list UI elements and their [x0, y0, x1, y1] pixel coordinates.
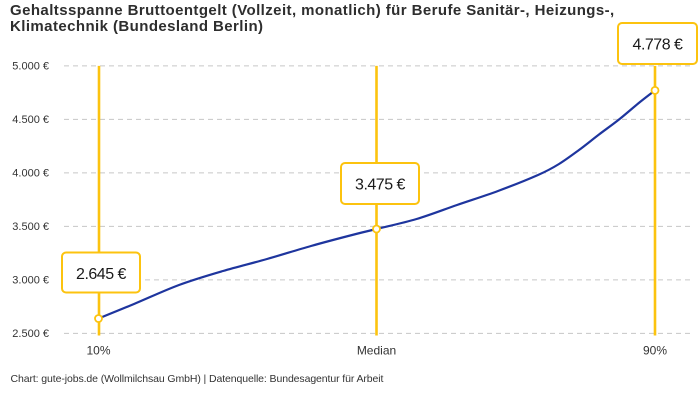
- svg-text:4.778 €: 4.778 €: [633, 36, 683, 53]
- svg-text:3.475 €: 3.475 €: [355, 177, 405, 194]
- svg-text:Median: Median: [357, 343, 396, 357]
- svg-text:3.000 €: 3.000 €: [12, 275, 49, 287]
- svg-text:4.000 €: 4.000 €: [12, 168, 49, 180]
- svg-text:4.500 €: 4.500 €: [12, 114, 49, 126]
- svg-text:Klimatechnik (Bundesland Berli: Klimatechnik (Bundesland Berlin): [10, 18, 263, 35]
- svg-text:10%: 10%: [86, 343, 110, 357]
- svg-text:5.000 €: 5.000 €: [12, 61, 49, 73]
- svg-text:2.645 €: 2.645 €: [76, 266, 126, 283]
- svg-text:3.500 €: 3.500 €: [12, 221, 49, 233]
- svg-text:Chart: gute-jobs.de (Wollmilch: Chart: gute-jobs.de (Wollmilchsau GmbH) …: [11, 373, 384, 385]
- svg-text:2.500 €: 2.500 €: [12, 328, 49, 340]
- svg-text:90%: 90%: [643, 343, 667, 357]
- svg-text:Gehaltsspanne Bruttoentgelt (V: Gehaltsspanne Bruttoentgelt (Vollzeit, m…: [10, 2, 615, 19]
